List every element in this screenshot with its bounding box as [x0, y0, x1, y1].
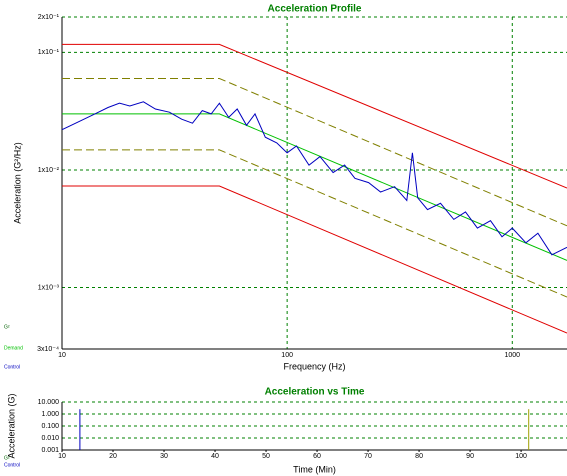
series-line [61, 101, 567, 256]
y-tick-label: 1x10⁻³ [38, 284, 60, 291]
y-tick-label: 0.010 [41, 435, 59, 442]
y-tick-label: 3x10⁻⁴ [37, 346, 59, 353]
y-tick-label: 1x10⁻² [38, 167, 60, 174]
x-tick-label: 70 [364, 453, 372, 460]
x-tick-label: 80 [415, 453, 423, 460]
x-tick-label: 1000 [504, 352, 520, 359]
series-line [62, 78, 567, 227]
x-tick-label: 50 [262, 453, 270, 460]
legend-entry: Control [4, 364, 20, 370]
x-tick-label: 100 [515, 453, 527, 460]
y-tick-label: 0.001 [41, 447, 59, 454]
y-tick-label: 1x10⁻¹ [38, 49, 60, 56]
x-tick-label: 30 [160, 453, 168, 460]
y-axis-label: Acceleration (G²/Hz) [12, 142, 22, 224]
y-tick-label: 1.000 [41, 411, 59, 418]
x-tick-label: 60 [313, 453, 321, 460]
series-line [62, 113, 567, 261]
legend-entry: Control [4, 462, 20, 468]
legend-title: G² [4, 324, 10, 330]
x-tick-label: 10 [58, 453, 66, 460]
x-tick-label: 40 [211, 453, 219, 460]
y-axis-label: Acceleration (G) [6, 393, 16, 458]
x-tick-label: 100 [281, 352, 293, 359]
x-axis-label: Time (Min) [293, 464, 336, 474]
x-tick-label: 10 [58, 352, 66, 359]
series-line [62, 185, 567, 334]
series-line [62, 43, 567, 189]
y-tick-label: 2x10⁻¹ [38, 14, 60, 21]
legend-title: G² [4, 455, 10, 461]
chart-title: Acceleration vs Time [265, 387, 365, 398]
x-tick-label: 20 [109, 453, 117, 460]
chart-title: Acceleration Profile [268, 4, 362, 15]
series-line [62, 149, 567, 298]
y-tick-label: 0.100 [41, 423, 59, 430]
x-tick-label: 90 [466, 453, 474, 460]
y-tick-label: 10.000 [38, 399, 60, 406]
x-axis-label: Frequency (Hz) [283, 361, 345, 371]
legend-entry: Demand [4, 345, 23, 351]
